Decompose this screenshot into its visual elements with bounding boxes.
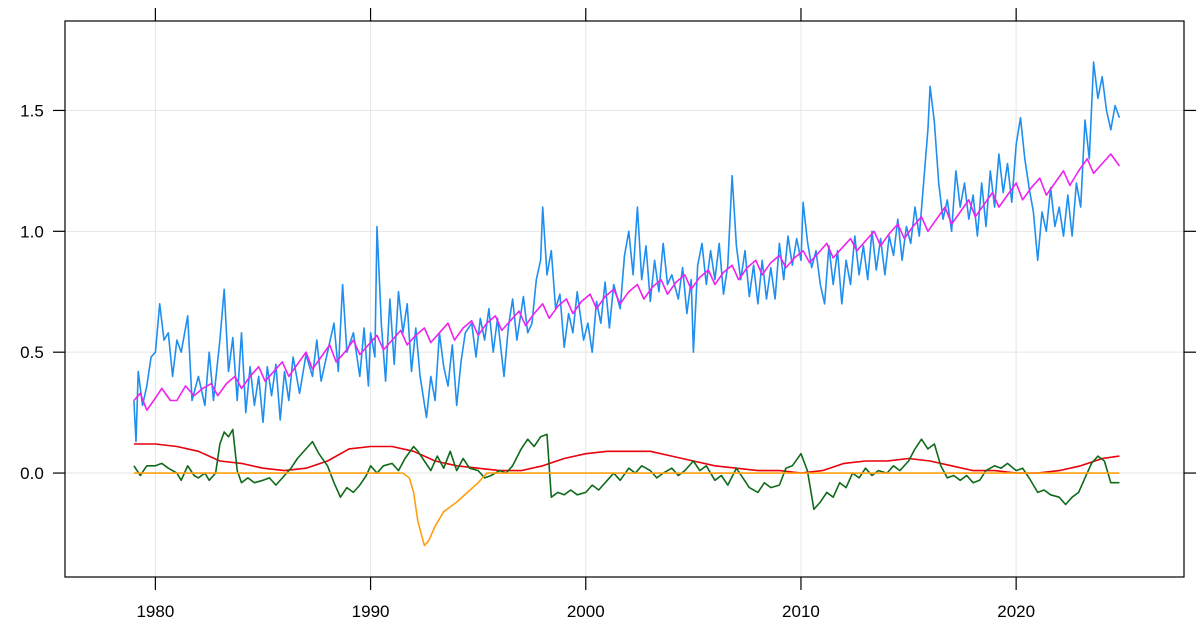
plot-frame: [64, 20, 1185, 578]
tick-labels: 1980 1990 2000 2010 2020 0.0 0.5 1.0 1.5: [20, 101, 1035, 621]
x-tick-label: 2020: [997, 602, 1035, 621]
x-tick-label: 1990: [352, 602, 390, 621]
series-line-1: [133, 61, 1121, 443]
series-line-2: [133, 153, 1121, 411]
y-tick-label: 1.5: [20, 101, 44, 120]
series-line-5: [133, 472, 1120, 547]
y-tick-label: 0.0: [20, 464, 44, 483]
series-line-3: [133, 443, 1120, 474]
y-tick-label: 0.5: [20, 343, 44, 362]
axis-ticks: [53, 8, 1196, 590]
x-tick-label: 2000: [567, 602, 605, 621]
y-tick-label: 1.0: [20, 222, 44, 241]
x-tick-label: 2010: [782, 602, 820, 621]
series-group: [133, 61, 1121, 547]
x-tick-label: 1980: [136, 602, 174, 621]
series-line-4: [133, 428, 1120, 511]
